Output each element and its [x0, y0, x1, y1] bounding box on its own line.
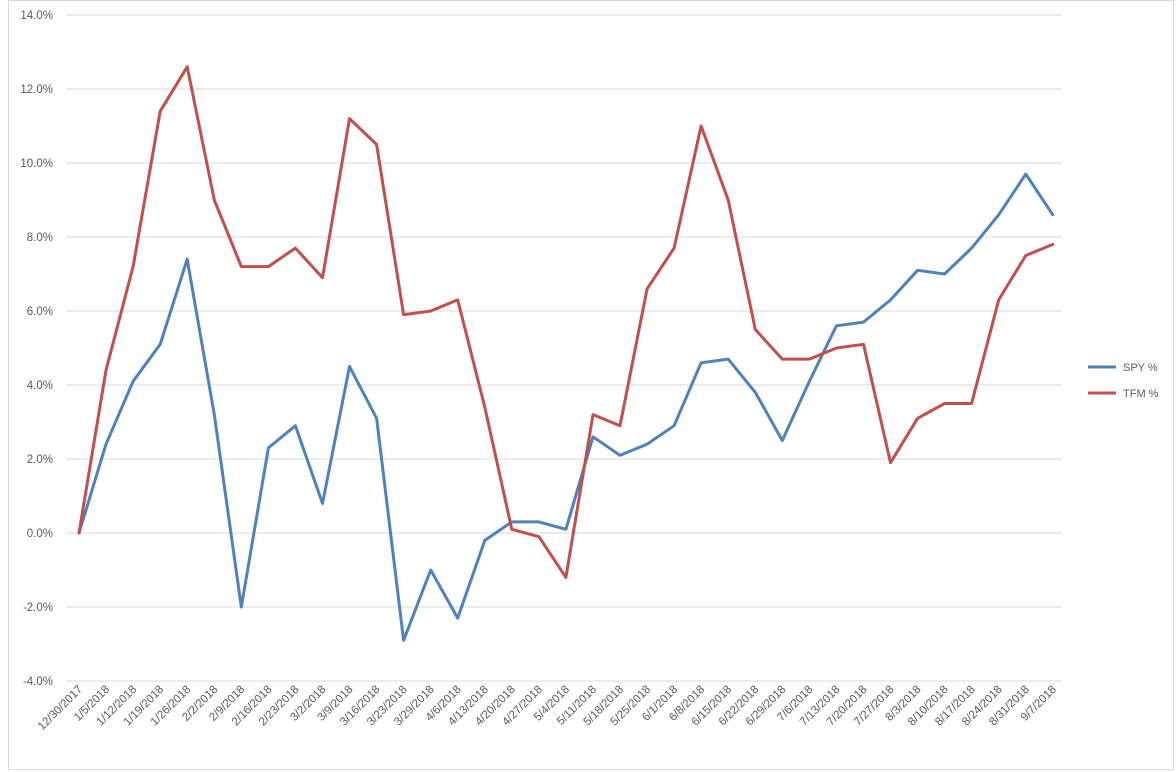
legend: SPY % TFM % — [1088, 362, 1159, 400]
series-line-spy — [77, 172, 1055, 642]
y-axis-ticks: -4.0% -2.0% 0.0% 2.0% 4.0% 6.0% 8.0% 10.0% 12.0%… — [20, 10, 53, 688]
series-lines — [77, 65, 1055, 642]
y-tick-label: 2.0% — [27, 454, 53, 466]
gridlines — [66, 14, 1062, 682]
y-tick-label: 0.0% — [27, 528, 53, 540]
y-tick-label: 10.0% — [20, 158, 53, 170]
series-line-tfm — [77, 65, 1055, 579]
y-tick-label: 8.0% — [27, 232, 53, 244]
y-tick-label: -4.0% — [23, 676, 53, 688]
y-tick-label: 14.0% — [20, 10, 53, 22]
y-tick-label: 12.0% — [20, 84, 53, 96]
y-tick-label: 4.0% — [27, 380, 53, 392]
y-tick-label: 6.0% — [27, 306, 53, 318]
y-tick-label: -2.0% — [23, 602, 53, 614]
x-axis-ticks: 12/30/20171/5/20181/12/20181/19/20181/26… — [36, 684, 1059, 733]
legend-label: SPY % — [1123, 362, 1158, 374]
legend-label: TFM % — [1123, 388, 1159, 400]
